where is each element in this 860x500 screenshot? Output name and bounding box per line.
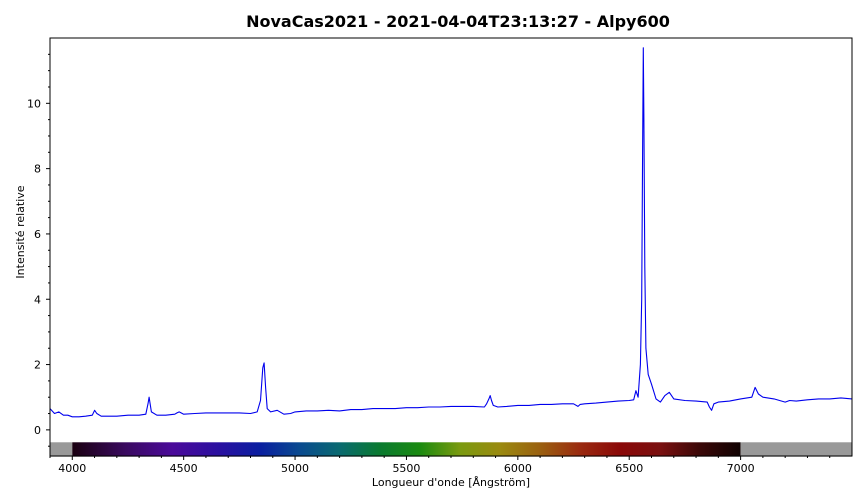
y-axis: 0 2 4 6 8 10 [27, 53, 50, 447]
plot-area [49, 37, 853, 457]
x-tick-label: 4000 [58, 462, 86, 475]
x-axis: 4000 4500 5000 5500 6000 6500 7000 [49, 456, 831, 475]
y-axis-label: Intensité relative [14, 185, 27, 278]
spectrum-band-colors [72, 442, 741, 457]
x-tick-label: 5500 [392, 462, 420, 475]
spectrum-line [50, 47, 852, 418]
x-tick-label: 5000 [281, 462, 309, 475]
x-tick-label: 7000 [727, 462, 755, 475]
y-tick-label: 8 [34, 163, 41, 176]
x-tick-label: 6500 [615, 462, 643, 475]
x-tick-label: 4500 [170, 462, 198, 475]
y-tick-label: 10 [27, 97, 41, 110]
spectrum-band-right-gray [740, 442, 852, 457]
chart-title: NovaCas2021 - 2021-04-04T23:13:27 - Alpy… [246, 12, 670, 31]
spectrum-band-left-gray [50, 442, 73, 457]
y-tick-label: 4 [34, 293, 41, 306]
x-axis-label: Longueur d'onde [Ångström] [372, 476, 530, 489]
y-tick-label: 6 [34, 228, 41, 241]
y-tick-label: 0 [34, 424, 41, 437]
x-tick-label: 6000 [504, 462, 532, 475]
plot-frame [49, 37, 853, 457]
y-tick-label: 2 [34, 359, 41, 372]
